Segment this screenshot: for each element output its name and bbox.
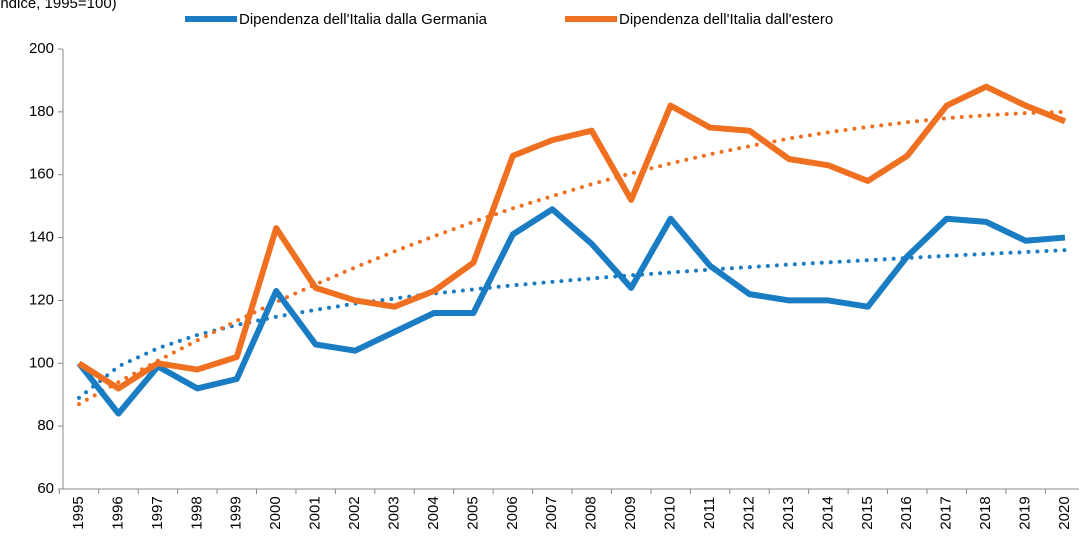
y-tick-label: 80 xyxy=(37,417,54,434)
x-tick-label: 1999 xyxy=(228,496,245,529)
legend-label: Dipendenza dell'Italia dall'estero xyxy=(619,11,833,28)
line-series xyxy=(77,83,1067,392)
x-tick-label: 2001 xyxy=(307,496,324,529)
x-tick-label: 1997 xyxy=(149,496,166,529)
chart-subtitle: (indice, 1995=100) xyxy=(0,0,117,12)
x-tick-label: 1996 xyxy=(109,496,126,529)
legend-label: Dipendenza dell'Italia dalla Germania xyxy=(239,11,488,28)
x-tick-label: 2010 xyxy=(662,496,679,529)
y-tick-label: 60 xyxy=(37,480,54,497)
y-tick-label: 180 xyxy=(29,103,54,120)
line-series xyxy=(76,206,1066,417)
y-tick-label: 140 xyxy=(29,229,54,246)
x-tick-label: 2011 xyxy=(701,497,718,529)
y-tick-label: 120 xyxy=(29,291,54,308)
x-tick-label: 2020 xyxy=(1056,496,1073,529)
x-tick-label: 2000 xyxy=(267,496,284,529)
x-tick-label: 2006 xyxy=(504,496,521,529)
y-tick-label: 200 xyxy=(29,40,54,57)
trend-line xyxy=(77,109,1067,407)
x-tick-label: 2014 xyxy=(819,496,836,529)
x-tick-label: 2009 xyxy=(622,496,639,529)
x-tick-label: 2004 xyxy=(425,496,442,529)
x-tick-label: 2002 xyxy=(346,496,363,529)
x-tick-label: 2003 xyxy=(385,496,402,529)
x-tick-label: 2017 xyxy=(938,496,955,529)
x-tick-label: 2005 xyxy=(464,496,481,529)
trend-line xyxy=(77,248,1067,400)
x-tick-label: 2015 xyxy=(859,496,876,529)
y-tick-label: 100 xyxy=(29,354,54,371)
x-tick-label: 1995 xyxy=(70,496,87,529)
x-tick-label: 2019 xyxy=(1017,496,1034,529)
x-tick-label: 2018 xyxy=(977,496,994,529)
y-tick-label: 160 xyxy=(29,166,54,183)
x-tick-label: 2016 xyxy=(898,496,915,529)
x-tick-label: 2008 xyxy=(583,496,600,529)
x-tick-label: 2007 xyxy=(543,496,560,529)
x-tick-label: 2012 xyxy=(740,496,757,529)
x-tick-label: 1998 xyxy=(188,496,205,529)
x-tick-label: 2013 xyxy=(780,496,797,529)
